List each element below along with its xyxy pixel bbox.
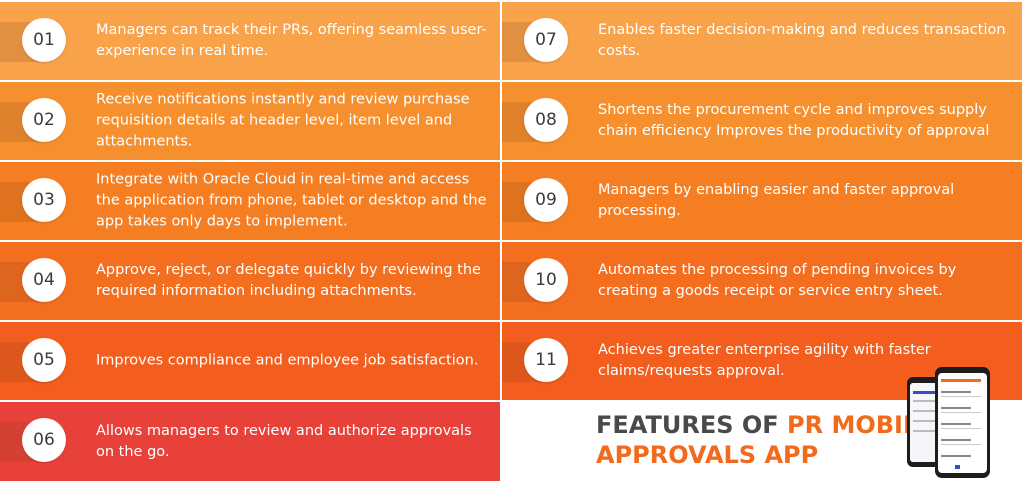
- feature-number: 11: [524, 338, 568, 382]
- feature-text: Managers can track their PRs, offering s…: [96, 22, 487, 59]
- feature-text: Approve, reject, or delegate quickly by …: [96, 262, 481, 299]
- feature-card-10: 10 Automates the processing of pending in…: [502, 242, 1022, 320]
- feature-number: 04: [22, 258, 66, 302]
- feature-card-08: 08 Shortens the procurement cycle and imp…: [502, 82, 1022, 160]
- feature-text: Achieves greater enterprise agility with…: [598, 342, 931, 379]
- phones-illustration: [907, 367, 990, 478]
- feature-text: Receive notifications instantly and revi…: [96, 91, 470, 150]
- feature-number: 02: [22, 98, 66, 142]
- feature-text: Improves compliance and employee job sat…: [96, 352, 479, 369]
- feature-text: Automates the processing of pending invo…: [598, 262, 957, 299]
- feature-text: Allows managers to review and authorize …: [96, 422, 472, 460]
- feature-number: 10: [524, 258, 568, 302]
- feature-card-09: 09 Managers by enabling easier and faster…: [502, 162, 1022, 240]
- feature-number: 01: [22, 18, 66, 62]
- feature-card-02: 02 Receive notifications instantly and re…: [0, 82, 500, 160]
- feature-card-07: 07 Enables faster decision-making and red…: [502, 2, 1022, 80]
- feature-number: 09: [524, 178, 568, 222]
- feature-number: 07: [524, 18, 568, 62]
- feature-text: Enables faster decision-making and reduc…: [598, 22, 1006, 59]
- feature-card-06: 06 Allows managers to review and authoriz…: [0, 402, 500, 481]
- feature-text: Managers by enabling easier and faster a…: [598, 182, 955, 219]
- feature-text: Shortens the procurement cycle and impro…: [598, 102, 990, 139]
- features-title: FEATURES OF PR MOBILE APPROVALS APP: [596, 410, 935, 470]
- feature-text: Integrate with Oracle Cloud in real-time…: [96, 171, 487, 230]
- feature-card-01: 01 Managers can track their PRs, offering…: [0, 2, 500, 80]
- feature-number: 05: [22, 338, 66, 382]
- feature-card-03: 03 Integrate with Oracle Cloud in real-ti…: [0, 162, 500, 240]
- feature-card-11: 11 Achieves greater enterprise agility wi…: [502, 322, 1022, 400]
- title-part-1: FEATURES OF: [596, 411, 788, 439]
- feature-number: 06: [22, 418, 66, 462]
- feature-number: 03: [22, 178, 66, 222]
- feature-number: 08: [524, 98, 568, 142]
- feature-card-05: 05 Improves compliance and employee job s…: [0, 322, 500, 400]
- title-part-3: APPROVALS APP: [596, 441, 819, 469]
- feature-card-04: 04 Approve, reject, or delegate quickly b…: [0, 242, 500, 320]
